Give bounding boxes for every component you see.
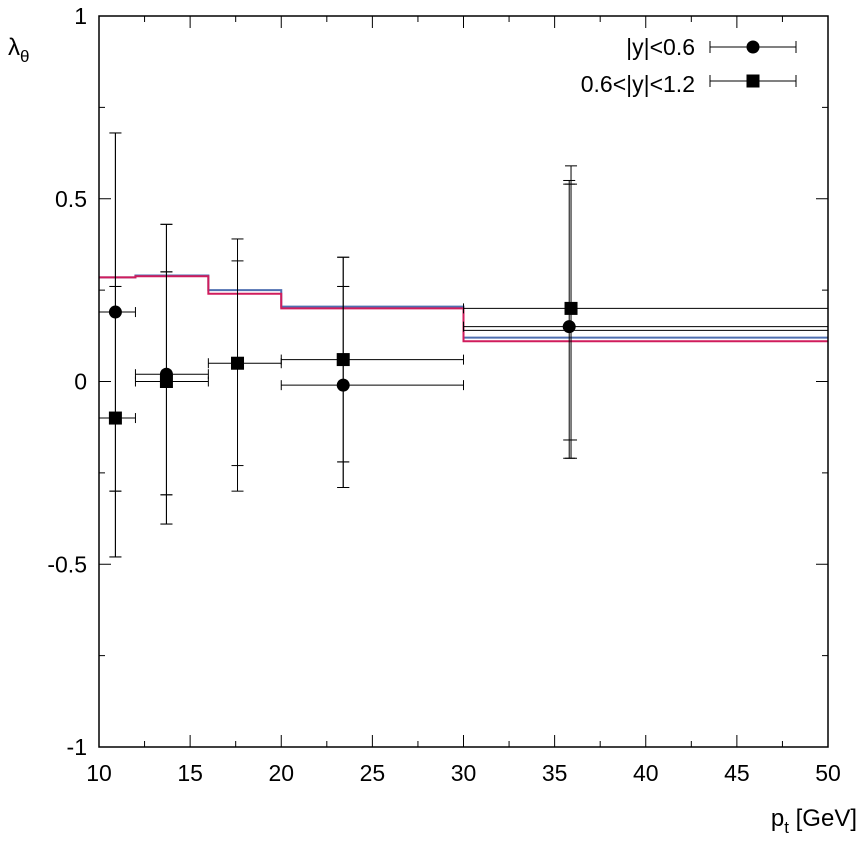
y-tick-label-3: 0.5: [55, 186, 87, 212]
square-marker-s1-p1: [159, 375, 173, 388]
circle-marker-s0-p3: [562, 320, 576, 334]
x-tick-label-7: 45: [724, 760, 750, 786]
x-tick-label-3: 25: [360, 760, 386, 786]
square-marker-s1-p3: [336, 353, 350, 367]
error-bars: [98, 132, 829, 558]
square-marker-s1-p2: [231, 356, 245, 370]
square-marker-s1-p4: [564, 301, 578, 315]
legend-label-series-0: |y|<0.6: [626, 34, 695, 60]
square-marker-s1-p0: [108, 411, 122, 425]
x-tick-label-2: 20: [268, 760, 294, 786]
x-tick-label-5: 35: [542, 760, 568, 786]
x-tick-label-8: 50: [815, 760, 841, 786]
x-axis-title: pt [GeV]: [771, 805, 857, 837]
axes: 10 15 20 25 30 35 40 45 50 -1 -0.5 0 0.5 1: [47, 3, 840, 786]
y-tick-label-1: -0.5: [47, 551, 87, 577]
x-tick-label-0: 10: [86, 760, 112, 786]
legend-marker-circle: [746, 40, 760, 54]
x-tick-label-6: 40: [633, 760, 659, 786]
x-tick-label-4: 30: [451, 760, 477, 786]
circle-marker-s0-p2: [336, 378, 350, 392]
y-tick-label-0: -1: [67, 734, 87, 760]
legend: |y|<0.6 0.6<|y|<1.2: [581, 34, 797, 97]
y-axis-title: λθ: [8, 34, 29, 66]
y-tick-label-4: 1: [74, 3, 87, 29]
circle-marker-s0-p0: [108, 305, 122, 319]
x-tick-label-1: 15: [177, 760, 203, 786]
legend-label-series-1: 0.6<|y|<1.2: [581, 71, 695, 97]
y-tick-label-2: 0: [74, 369, 87, 395]
data-markers: [108, 301, 578, 425]
legend-marker-square: [746, 74, 760, 88]
